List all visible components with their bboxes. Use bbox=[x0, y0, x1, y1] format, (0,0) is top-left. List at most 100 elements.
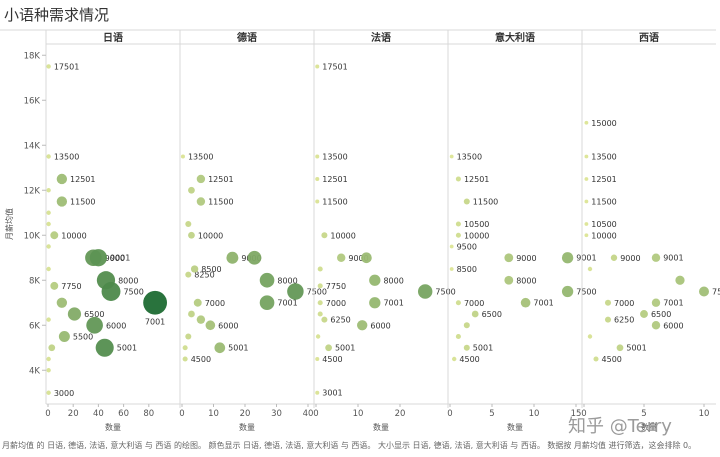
data-point bbox=[315, 64, 320, 69]
data-point bbox=[504, 275, 514, 285]
data-label: 11500 bbox=[591, 198, 616, 207]
data-point bbox=[46, 356, 51, 362]
data-label: 5001 bbox=[626, 344, 646, 353]
chart-title: 小语种需求情况 bbox=[4, 6, 110, 24]
x-tick-label: 20 bbox=[68, 409, 79, 419]
data-point bbox=[214, 342, 226, 354]
data-point bbox=[182, 356, 188, 362]
data-point bbox=[584, 177, 589, 181]
data-point bbox=[520, 297, 531, 308]
data-label: 13500 bbox=[322, 153, 347, 162]
data-point bbox=[196, 197, 206, 206]
data-point bbox=[504, 253, 514, 263]
data-point bbox=[584, 233, 589, 238]
data-label: 8000 bbox=[277, 276, 297, 285]
data-label: 7000 bbox=[205, 299, 225, 308]
y-tick-label: 14K bbox=[24, 141, 41, 151]
x-tick-label: 10 bbox=[208, 409, 219, 419]
data-point bbox=[675, 275, 685, 285]
x-tick-label: 20 bbox=[240, 409, 251, 419]
data-point bbox=[205, 320, 216, 331]
data-point bbox=[56, 173, 68, 185]
data-label: 3001 bbox=[322, 389, 342, 398]
data-point bbox=[101, 282, 121, 301]
data-label: 11500 bbox=[70, 198, 95, 207]
data-point bbox=[587, 334, 593, 339]
data-label: 6500 bbox=[651, 310, 671, 319]
x-tick-label: 80 bbox=[143, 409, 154, 419]
data-point bbox=[50, 231, 59, 240]
y-tick-label: 12K bbox=[24, 186, 41, 196]
data-label: 7750 bbox=[326, 282, 346, 291]
data-point bbox=[325, 344, 332, 352]
x-tick-label: 0 bbox=[581, 409, 586, 419]
data-label: 7001 bbox=[663, 299, 683, 308]
data-label: 7001 bbox=[383, 299, 403, 308]
data-point bbox=[317, 300, 323, 306]
data-label: 7000 bbox=[614, 299, 634, 308]
panel-title: 日语 bbox=[103, 31, 123, 44]
data-point bbox=[185, 220, 192, 228]
data-label: 6000 bbox=[218, 321, 238, 330]
data-label: 5001 bbox=[117, 344, 137, 353]
data-point bbox=[196, 174, 206, 184]
data-point bbox=[315, 154, 320, 159]
data-point bbox=[471, 310, 479, 318]
data-label: 6000 bbox=[663, 321, 683, 330]
data-label: 6000 bbox=[106, 321, 126, 330]
data-point bbox=[321, 232, 328, 239]
data-label: 8000 bbox=[516, 276, 536, 285]
data-point bbox=[587, 266, 593, 272]
x-tick-label: 10 bbox=[529, 409, 540, 419]
y-tick-label: 18K bbox=[24, 51, 41, 61]
x-axis-title: 数量 bbox=[507, 422, 523, 432]
x-tick-label: 20 bbox=[395, 409, 406, 419]
data-point bbox=[259, 272, 275, 288]
data-point bbox=[698, 286, 710, 297]
data-point bbox=[315, 390, 320, 395]
data-point bbox=[317, 311, 323, 317]
data-label: 12501 bbox=[591, 175, 616, 184]
data-label: 7750 bbox=[61, 282, 81, 291]
y-tick-label: 6K bbox=[29, 321, 40, 331]
data-point bbox=[455, 221, 461, 227]
data-point bbox=[315, 176, 320, 182]
data-point bbox=[46, 244, 51, 249]
data-label: 9001 bbox=[576, 254, 596, 263]
data-point bbox=[46, 210, 51, 215]
data-point bbox=[463, 198, 470, 205]
data-point bbox=[449, 267, 454, 271]
data-label: 6250 bbox=[330, 316, 350, 325]
data-point bbox=[640, 310, 648, 318]
data-label: 11500 bbox=[473, 198, 498, 207]
x-tick-label: 10 bbox=[699, 409, 710, 419]
data-label: 4500 bbox=[602, 355, 622, 364]
data-point bbox=[259, 295, 275, 311]
data-label: 9000 bbox=[620, 254, 640, 263]
data-label: 7500 bbox=[123, 288, 143, 297]
panel-title: 西语 bbox=[639, 31, 659, 44]
data-label: 12501 bbox=[322, 175, 347, 184]
data-point bbox=[185, 333, 192, 340]
data-point bbox=[317, 266, 323, 272]
data-label: 7500 bbox=[576, 288, 596, 297]
data-point bbox=[561, 252, 574, 264]
data-label: 9001 bbox=[663, 254, 683, 263]
data-point bbox=[321, 316, 328, 323]
x-tick-label: 30 bbox=[271, 409, 282, 419]
data-point bbox=[180, 154, 185, 159]
data-point bbox=[86, 316, 103, 334]
data-point bbox=[188, 310, 195, 318]
data-point bbox=[67, 307, 82, 321]
data-point bbox=[46, 221, 51, 227]
x-tick-label: 0 bbox=[447, 409, 452, 419]
data-label: 8250 bbox=[194, 271, 214, 280]
data-point bbox=[143, 290, 168, 315]
data-label: 12501 bbox=[70, 175, 95, 184]
data-point bbox=[95, 338, 114, 357]
data-label: 9000 bbox=[348, 254, 368, 263]
data-point bbox=[361, 252, 372, 264]
x-axis-title: 数量 bbox=[641, 422, 657, 432]
data-label: 17501 bbox=[322, 62, 347, 71]
data-point bbox=[58, 330, 70, 343]
